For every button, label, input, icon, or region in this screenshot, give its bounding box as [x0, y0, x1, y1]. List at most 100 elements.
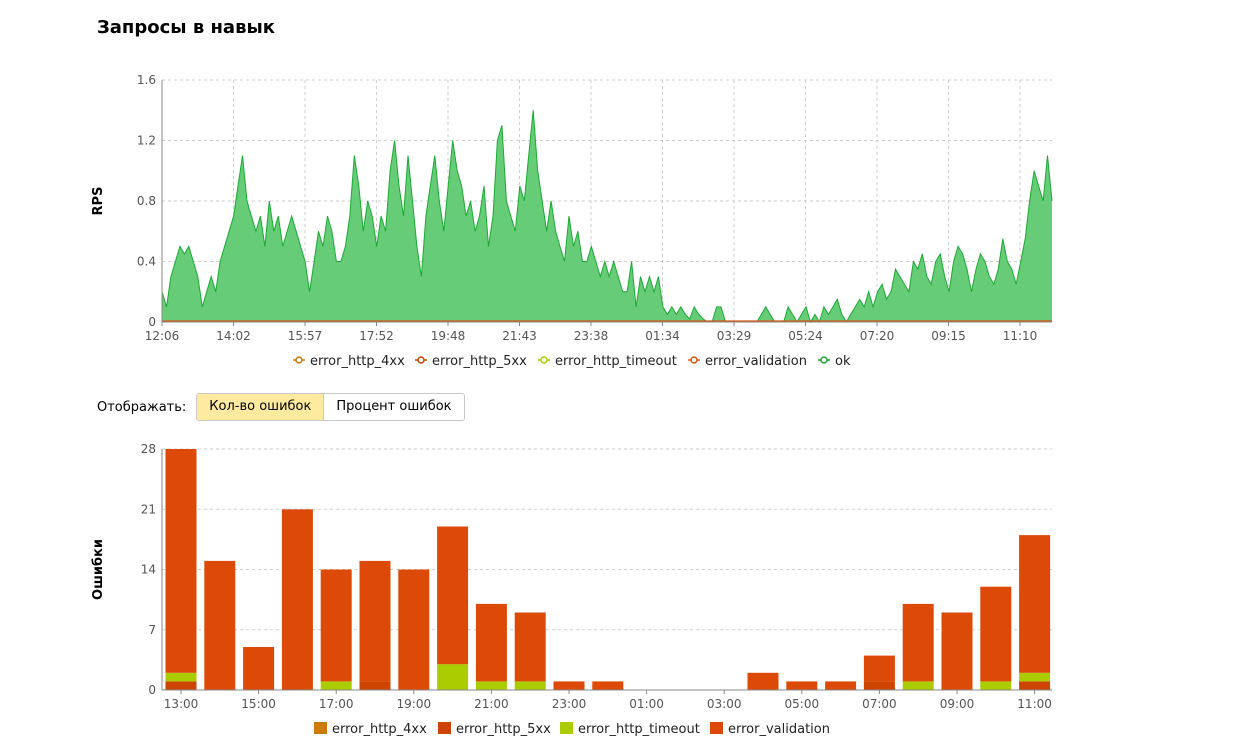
errors-x-tick: 17:00 — [319, 697, 354, 711]
errors-legend-item: error_validation — [710, 722, 830, 737]
rps-x-tick: 12:06 — [145, 329, 180, 343]
bar-error_validation — [902, 603, 934, 682]
bar-error_http_timeout — [514, 681, 546, 690]
rps-x-tick: 19:48 — [431, 329, 466, 343]
rps-legend-item: ok — [818, 354, 851, 369]
errors-x-tick: 03:00 — [707, 697, 742, 711]
bar-error_validation — [359, 560, 391, 682]
bar-error_http_timeout — [1019, 672, 1051, 682]
bar-error_http_timeout — [902, 681, 934, 690]
bar-error_http_timeout — [320, 681, 352, 690]
rps-x-tick: 14:02 — [216, 329, 251, 343]
error-count-button[interactable]: Кол-во ошибок — [197, 394, 324, 420]
bar-error_validation — [281, 509, 313, 691]
bar-error_validation — [592, 681, 624, 690]
bar-error_validation — [514, 612, 546, 682]
bar-error_validation — [786, 681, 818, 690]
errors-x-tick: 05:00 — [785, 697, 820, 711]
errors-legend-swatch — [438, 722, 451, 734]
bar-error_validation — [437, 526, 469, 665]
errors-y-label: Ошибки — [91, 539, 106, 600]
bar-error_http_timeout — [980, 681, 1012, 690]
errors-legend-swatch — [560, 722, 573, 734]
rps-x-tick: 05:24 — [788, 329, 823, 343]
rps-x-tick: 03:29 — [717, 329, 752, 343]
rps-legend-marker — [820, 356, 828, 364]
rps-legend-label: error_validation — [705, 354, 807, 369]
bar-error_http_timeout — [165, 672, 197, 682]
bar-error_validation — [243, 647, 275, 690]
ok-area — [162, 110, 1052, 322]
errors-legend-item: error_http_5xx — [438, 722, 551, 737]
rps-x-tick: 21:43 — [502, 329, 537, 343]
display-mode-toggle: Кол-во ошибок Процент ошибок — [196, 393, 465, 421]
bar-error_validation — [475, 603, 507, 682]
errors-y-tick: 0 — [148, 683, 156, 697]
rps-y-tick: 0.8 — [137, 194, 156, 208]
rps-legend-item: error_http_4xx — [293, 354, 405, 369]
rps-y-tick: 1.6 — [137, 73, 156, 87]
errors-x-tick: 23:00 — [552, 697, 587, 711]
errors-legend-swatch — [314, 722, 327, 734]
rps-legend-marker — [540, 356, 548, 364]
bar-error_http_5xx — [359, 681, 391, 690]
errors-x-tick: 13:00 — [164, 697, 199, 711]
errors-x-tick: 09:00 — [940, 697, 975, 711]
rps-y-tick: 0 — [148, 315, 156, 329]
bar-error_validation — [747, 672, 779, 690]
errors-x-tick: 11:00 — [1017, 697, 1052, 711]
errors-legend-label: error_validation — [728, 722, 830, 737]
rps-legend-marker — [417, 356, 425, 364]
bar-error_validation — [398, 569, 430, 690]
errors-x-tick: 19:00 — [397, 697, 432, 711]
bar-error_validation — [863, 655, 895, 682]
rps-x-tick: 09:15 — [931, 329, 966, 343]
bar-error_validation — [553, 681, 585, 690]
bar-error_validation — [1019, 535, 1051, 673]
bar-error_validation — [825, 681, 857, 690]
page-title: Запросы в навык — [97, 17, 275, 38]
errors-legend-label: error_http_4xx — [332, 722, 427, 737]
rps-legend-marker — [690, 356, 698, 364]
rps-y-label: RPS — [91, 187, 106, 216]
bar-error_http_5xx — [165, 681, 197, 690]
bar-error_validation — [204, 560, 236, 690]
rps-x-tick: 17:52 — [359, 329, 394, 343]
errors-y-tick: 7 — [148, 623, 156, 637]
rps-x-tick: 11:10 — [1003, 329, 1038, 343]
bar-error_http_timeout — [437, 664, 469, 690]
rps-chart: 0 0.4 0.8 1.2 1.6 12:06 14:02 15:57 17:52 19:48 21… — [91, 73, 1053, 369]
bar-error_http_5xx — [1019, 681, 1051, 690]
rps-x-tick: 07:20 — [860, 329, 895, 343]
rps-x-tick: 01:34 — [645, 329, 680, 343]
bar-error_validation — [320, 569, 352, 682]
errors-x-tick: 07:00 — [862, 697, 897, 711]
bar-error_validation — [941, 612, 973, 690]
errors-legend-item: error_http_timeout — [560, 722, 700, 737]
errors-legend-label: error_http_5xx — [456, 722, 551, 737]
errors-chart: 0 7 14 21 28 13:00 15:00 17:00 19:00 21:00 23:00 01… — [91, 442, 1052, 737]
display-mode-row: Отображать: Кол-во ошибок Процент ошибок — [97, 393, 465, 421]
rps-legend-marker — [295, 356, 303, 364]
bar-error_http_5xx — [863, 681, 895, 690]
display-mode-label: Отображать: — [97, 399, 187, 415]
bar-error_http_timeout — [475, 681, 507, 690]
rps-legend-label: error_http_timeout — [555, 354, 677, 369]
errors-y-tick: 14 — [141, 563, 156, 577]
rps-y-tick: 1.2 — [137, 134, 156, 148]
rps-x-tick: 23:38 — [574, 329, 609, 343]
rps-legend-label: error_http_4xx — [310, 354, 405, 369]
errors-y-tick: 28 — [141, 442, 156, 456]
rps-x-tick: 15:57 — [288, 329, 323, 343]
errors-legend-swatch — [710, 722, 723, 734]
errors-legend-label: error_http_timeout — [578, 722, 700, 737]
errors-y-tick: 21 — [141, 502, 156, 516]
bar-error_validation — [165, 449, 197, 673]
error-percent-button[interactable]: Процент ошибок — [323, 394, 464, 420]
rps-legend-item: error_http_5xx — [415, 354, 527, 369]
rps-y-tick: 0.4 — [137, 255, 156, 269]
rps-legend-item: error_validation — [688, 354, 807, 369]
errors-legend-item: error_http_4xx — [314, 722, 427, 737]
errors-x-tick: 21:00 — [474, 697, 509, 711]
errors-x-tick: 01:00 — [629, 697, 664, 711]
